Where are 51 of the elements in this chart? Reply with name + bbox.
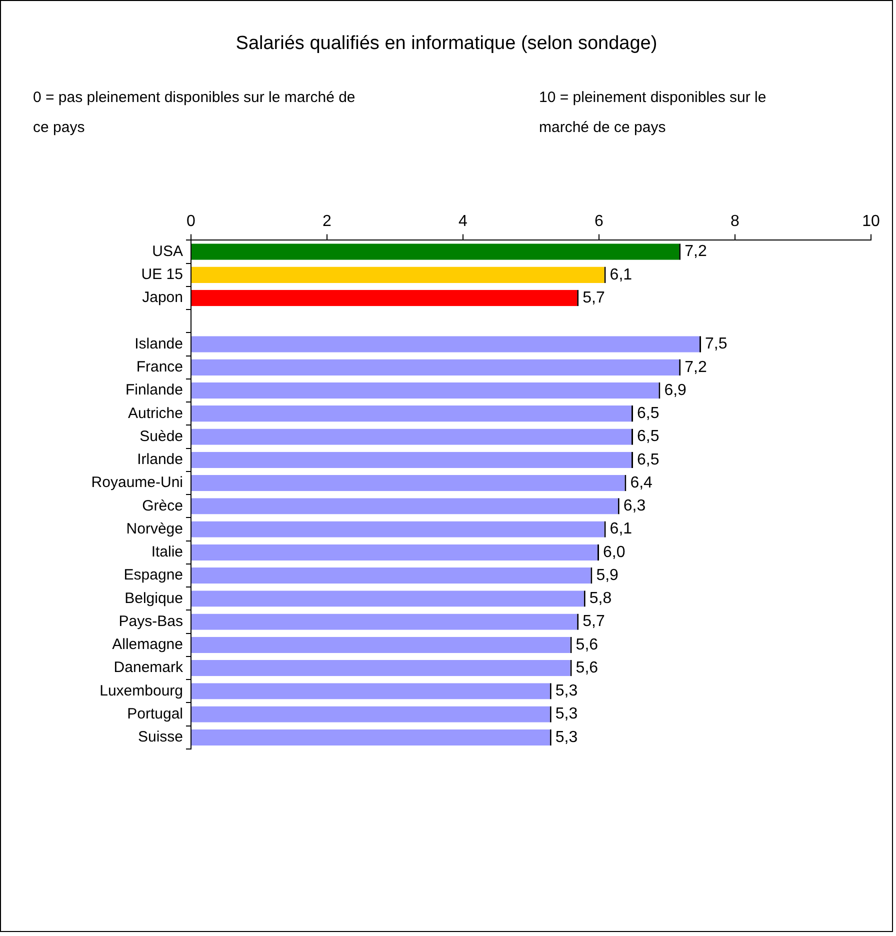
x-tick-label: 2 [322, 213, 332, 230]
data-label: 5,6 [576, 636, 598, 654]
y-tick-label: Italie [151, 544, 183, 561]
y-tick-label: Suisse [138, 728, 183, 746]
y-tick-label: Islande [134, 335, 183, 352]
y-tick-label: Portugal [127, 705, 183, 722]
data-label: 5,7 [582, 613, 605, 630]
data-label: 5,3 [555, 682, 578, 700]
data-label: 6,5 [637, 428, 660, 446]
y-tick-label: Norvège [126, 520, 183, 538]
data-label: 7,2 [684, 243, 707, 260]
y-tick-label: Irlande [137, 451, 183, 468]
y-tick-label: Finlande [125, 382, 183, 399]
text: 0 = pas pleinement disponibles sur le marché de ce pays [33, 88, 356, 138]
y-tick-label: Luxembourg [100, 682, 183, 700]
data-label: 6,1 [610, 520, 632, 538]
x-tick-label: 4 [458, 213, 468, 230]
y-tick-label: UE 15 [141, 266, 183, 284]
chart-title: Salariés qualifiés en informatique (selon sondage) [234, 33, 658, 55]
data-label: 7,5 [705, 336, 728, 353]
y-tick-label: France [136, 358, 183, 376]
data-label: 6,9 [664, 382, 687, 399]
y-tick-label: USA [152, 242, 183, 260]
y-tick-label: Pays-Bas [118, 612, 183, 630]
data-label: 5,9 [596, 566, 619, 584]
y-tick-label: Royaume-Uni [91, 474, 183, 492]
y-tick-label: Danemark [114, 659, 184, 676]
data-label: 6,3 [623, 498, 646, 515]
data-label: 5,3 [555, 728, 578, 746]
data-label: 7,2 [684, 358, 707, 376]
data-label: 5,8 [589, 590, 612, 608]
x-tick-label: 10 [862, 213, 880, 230]
data-label: 6,0 [603, 544, 626, 561]
y-tick-label: Japon [142, 289, 183, 306]
y-tick-label: Belgique [124, 590, 183, 607]
y-tick-label: Grèce [142, 497, 183, 514]
y-tick-label: Allemagne [112, 636, 183, 654]
data-label: 5,7 [582, 289, 605, 306]
data-label: 5,3 [555, 706, 578, 723]
x-tick-label: 8 [730, 213, 740, 230]
y-tick-label: Autriche [128, 404, 183, 422]
y-tick-label: Suède [140, 428, 183, 445]
x-tick-label: 6 [594, 213, 604, 230]
text: 10 = pleinement disponibles sur le marché de ce pays [539, 88, 768, 138]
x-tick-label: 0 [186, 213, 196, 230]
data-label: 5,6 [576, 659, 598, 676]
data-label: 6,5 [637, 451, 660, 468]
data-label: 6,5 [637, 405, 660, 422]
y-tick-label: Espagne [124, 566, 183, 584]
data-label: 6,4 [630, 474, 653, 492]
data-label: 6,1 [610, 266, 632, 284]
